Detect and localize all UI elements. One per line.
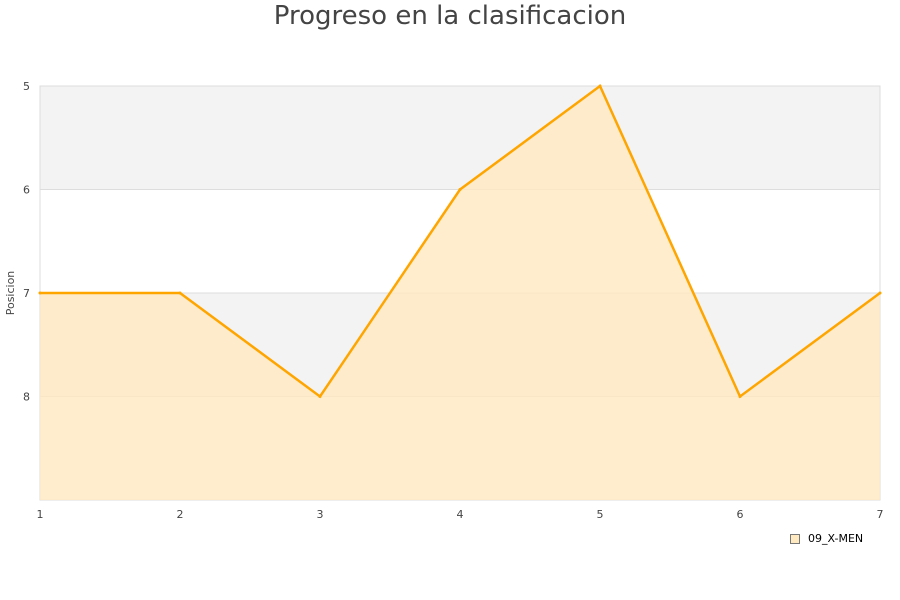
grid-band bbox=[40, 86, 880, 190]
x-tick-label: 3 bbox=[317, 508, 324, 521]
x-tick-label: 4 bbox=[457, 508, 464, 521]
x-tick-label: 1 bbox=[37, 508, 44, 521]
x-tick-label: 6 bbox=[737, 508, 744, 521]
legend-label: 09_X-MEN bbox=[808, 532, 864, 545]
data-point bbox=[738, 395, 742, 398]
x-tick-label: 7 bbox=[877, 508, 884, 521]
chart-title: Progreso en la clasificacion bbox=[273, 1, 627, 31]
data-point bbox=[38, 291, 42, 295]
x-tick-label: 5 bbox=[597, 508, 604, 521]
y-tick-label: 7 bbox=[23, 287, 30, 300]
x-tick-label: 2 bbox=[177, 508, 184, 521]
data-point bbox=[318, 395, 322, 398]
y-tick-label: 6 bbox=[23, 184, 30, 197]
y-tick-label: 5 bbox=[23, 80, 30, 93]
data-point bbox=[458, 188, 462, 191]
series-area bbox=[40, 86, 880, 500]
data-point bbox=[598, 84, 602, 88]
legend-swatch bbox=[790, 533, 800, 544]
data-point bbox=[178, 291, 182, 295]
y-tick-label: 8 bbox=[23, 391, 30, 404]
legend[interactable]: 09_X-MEN bbox=[790, 532, 863, 545]
data-point bbox=[878, 291, 882, 295]
y-axis-label: Posicion bbox=[4, 271, 17, 316]
